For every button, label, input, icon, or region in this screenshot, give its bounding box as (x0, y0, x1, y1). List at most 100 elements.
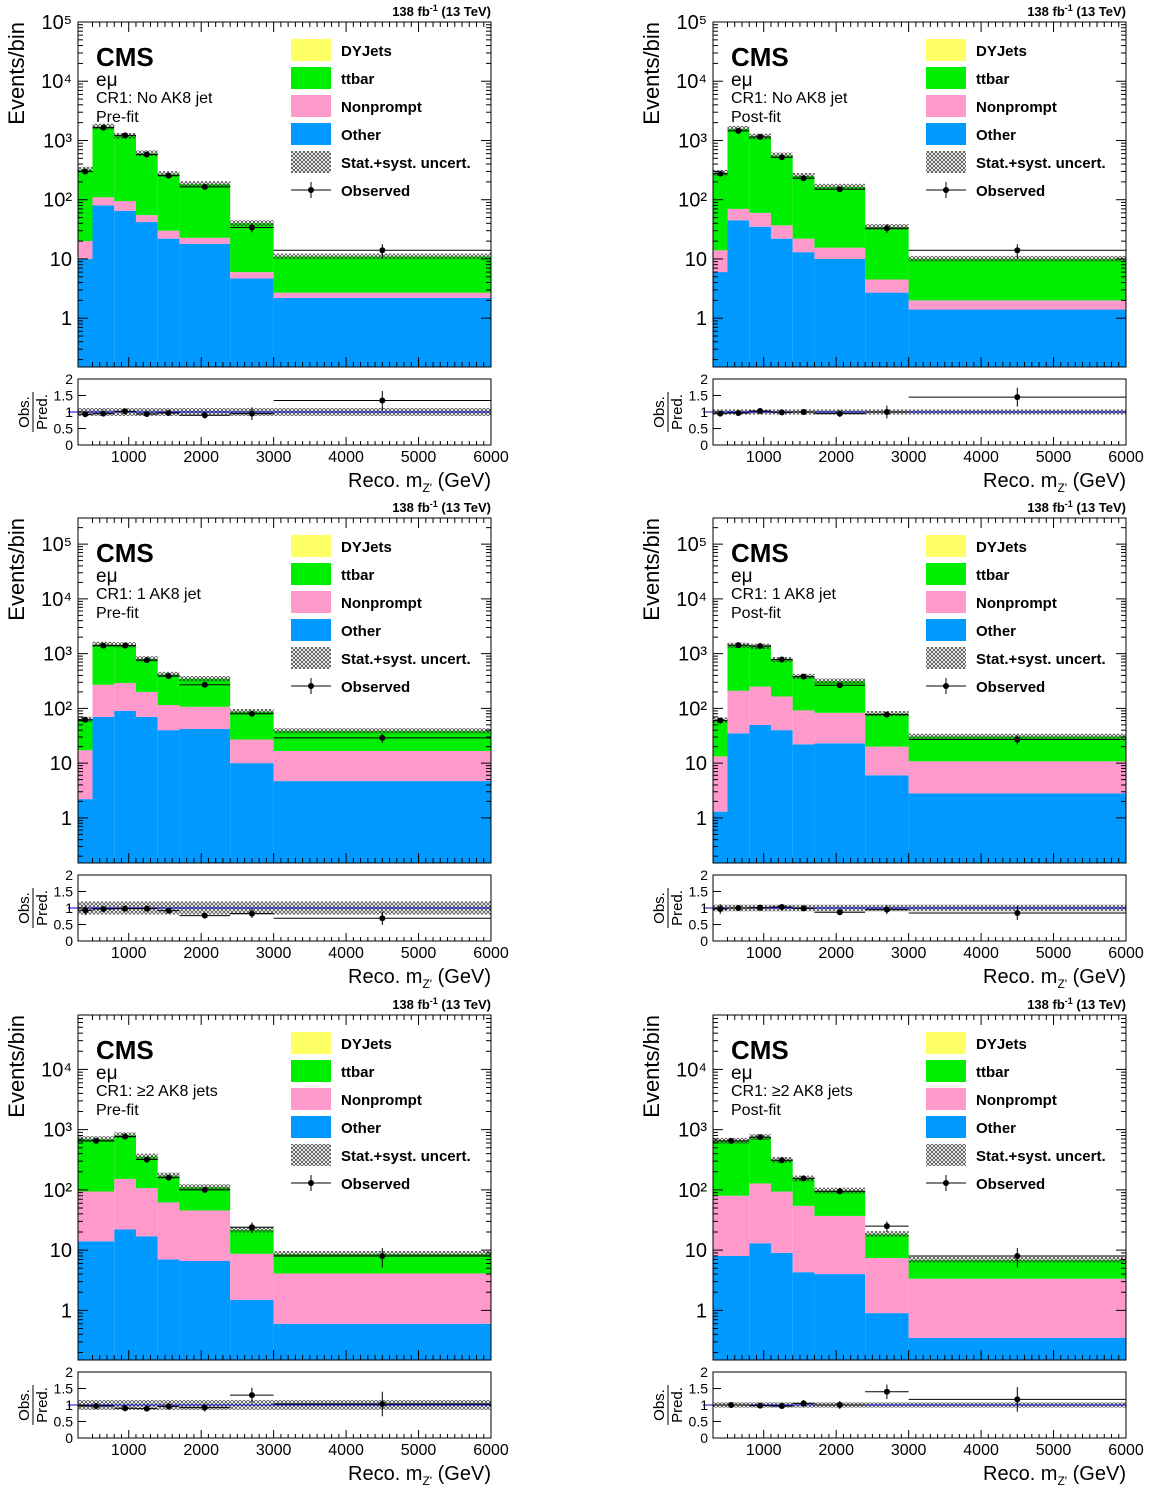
ratio-y-tick-label: 0.5 (54, 1414, 74, 1430)
bar-other-bin-4 (136, 222, 158, 367)
legend-label-dyjets: DYJets (341, 43, 392, 60)
bar-nonprompt-bin-4 (158, 1202, 180, 1259)
ratio-point-6 (884, 1389, 890, 1395)
legend-swatch-ttbar (926, 1060, 966, 1082)
fit-label: Post-fit (731, 109, 781, 126)
legend-swatch-dyjets (926, 39, 966, 61)
y-tick-label: 1 (696, 808, 707, 830)
observed-point-2 (122, 1133, 128, 1139)
legend-label-observed: Observed (341, 183, 410, 200)
observed-point-6 (202, 184, 208, 190)
bar-ttbar-bin-6 (179, 184, 230, 238)
ratio-point-2 (735, 905, 741, 911)
bar-other-bin-2 (114, 1229, 136, 1360)
bar-ttbar-bin-3 (114, 136, 136, 201)
observed-point-4 (144, 657, 150, 663)
legend-label-dyjets: DYJets (976, 43, 1027, 60)
legend-swatch-uncert (291, 647, 331, 669)
x-tick-label: 4000 (963, 449, 999, 466)
ratio-y-tick-label: 1 (65, 900, 73, 916)
legend-label-nonprompt: Nonprompt (341, 99, 422, 116)
y-tick-label: 10³ (678, 1120, 707, 1142)
legend-swatch-nonprompt (926, 591, 966, 613)
lumi-energy: (13 TeV) (438, 997, 491, 1012)
legend-label-uncert: Stat.+syst. uncert. (976, 651, 1106, 668)
ratio-point-4 (144, 906, 150, 912)
observed-point-7 (884, 225, 890, 231)
y-tick-label: 1 (61, 808, 72, 830)
bar-other-bin-4 (771, 239, 793, 367)
legend-swatch-other (291, 123, 331, 145)
region-label: CR1: ≥2 AK8 jets (731, 1083, 853, 1100)
ratio-label-den: Pred. (669, 1387, 686, 1423)
ratio-y-label: Obs.Pred. (651, 1385, 686, 1425)
fit-label: Pre-fit (96, 1102, 139, 1119)
observed-point-4 (801, 1175, 807, 1181)
bar-other-bin-1 (78, 1241, 114, 1360)
bar-nonprompt-bin-3 (114, 201, 136, 211)
ratio-point-5 (166, 410, 172, 416)
ratio-y-tick-label: 0 (700, 1430, 708, 1446)
cms-label: CMS (96, 42, 154, 72)
x-tick-label: 4000 (328, 449, 364, 466)
ratio-y-tick-label: 1.5 (54, 884, 74, 900)
bar-other-bin-3 (114, 711, 136, 863)
x-tick-label: 6000 (1108, 1442, 1144, 1459)
x-label-sub: Z' (1057, 977, 1067, 991)
x-label-unit: (GeV) (432, 1463, 491, 1485)
x-tick-label: 2000 (818, 945, 854, 962)
legend-observed-marker (943, 187, 949, 193)
bar-nonprompt-bin-3 (136, 1188, 158, 1236)
ratio-point-1 (93, 1403, 99, 1409)
ratio-y-tick-label: 0.5 (54, 917, 74, 933)
legend-swatch-other (926, 123, 966, 145)
x-tick-label: 3000 (256, 1442, 292, 1459)
observed-point-7 (1014, 1253, 1020, 1259)
ratio-y-tick-label: 1 (65, 404, 73, 420)
ratio-label-den: Pred. (34, 1387, 51, 1423)
ratio-y-label: Obs.Pred. (16, 392, 51, 432)
ratio-y-tick-label: 0 (700, 933, 708, 949)
lumi-energy: (13 TeV) (1073, 997, 1126, 1012)
lumi-value: 138 fb (392, 4, 430, 19)
ratio-y-tick-label: 2 (65, 867, 73, 883)
observed-point-1 (82, 717, 88, 723)
ratio-label-num: Obs. (651, 892, 668, 924)
bar-ttbar-bin-8 (909, 259, 1126, 300)
bar-nonprompt-bin-2 (749, 1183, 771, 1243)
legend-label-other: Other (976, 623, 1016, 640)
y-tick-label: 1 (696, 1300, 707, 1322)
bar-ttbar-bin-6 (814, 187, 865, 248)
ratio-point-3 (144, 1406, 150, 1412)
bar-ttbar-bin-5 (793, 677, 815, 711)
y-tick-label: 10³ (43, 1120, 72, 1142)
ratio-y-tick-label: 2 (700, 867, 708, 883)
ratio-y-tick-label: 1.5 (689, 1381, 709, 1397)
y-tick-label: 10 (685, 249, 707, 271)
bar-other-bin-6 (865, 1313, 908, 1360)
observed-point-1 (717, 718, 723, 724)
bar-other-bin-3 (771, 1253, 793, 1360)
legend-label-nonprompt: Nonprompt (976, 595, 1057, 612)
bar-ttbar-bin-2 (114, 1135, 136, 1179)
ratio-point-4 (779, 409, 785, 415)
x-tick-label: 1000 (111, 449, 147, 466)
x-tick-label: 3000 (256, 945, 292, 962)
y-tick-label: 10² (43, 698, 72, 720)
ratio-label-den: Pred. (669, 890, 686, 926)
y-tick-label: 10 (50, 753, 72, 775)
y-tick-label: 10⁵ (41, 534, 72, 556)
ratio-point-5 (801, 905, 807, 911)
legend-label-uncert: Stat.+syst. uncert. (976, 155, 1106, 172)
x-tick-label: 5000 (401, 945, 437, 962)
y-axis-label: Events/bin (4, 518, 29, 621)
legend-label-observed: Observed (341, 1176, 410, 1193)
legend-label-other: Other (341, 127, 381, 144)
bar-nonprompt-bin-8 (909, 761, 1126, 793)
ratio-point-2 (757, 1403, 763, 1409)
ratio-label-den: Pred. (669, 394, 686, 430)
ratio-y-tick-label: 0.5 (689, 917, 709, 933)
observed-point-3 (122, 132, 128, 138)
bar-ttbar-bin-2 (92, 127, 114, 198)
bar-nonprompt-bin-8 (274, 751, 491, 781)
